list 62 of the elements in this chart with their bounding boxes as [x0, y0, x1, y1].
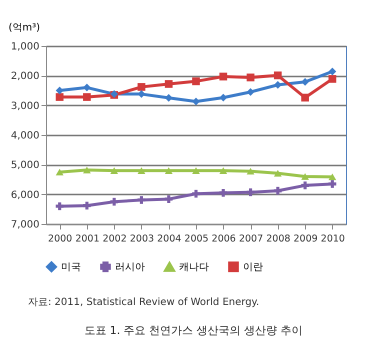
point — [219, 72, 228, 80]
point — [301, 94, 309, 102]
x-tick-label: 2009 — [293, 234, 318, 244]
point — [328, 75, 336, 83]
point — [138, 196, 146, 204]
point — [164, 195, 173, 203]
point — [138, 83, 146, 91]
point — [83, 84, 91, 92]
point — [246, 188, 254, 196]
point — [274, 186, 282, 195]
x-tick-label: 2004 — [157, 234, 182, 244]
point — [301, 173, 309, 180]
point — [56, 168, 64, 176]
y-tick-label: 3,000 — [10, 100, 40, 112]
point — [219, 188, 228, 197]
text: 자료: 2011, Statistical Review of World Energy. — [27, 296, 260, 309]
text: 도표 1. 주요 천연가스 생산국의 생산량 추이 — [83, 323, 304, 338]
x-tick-label: 2002 — [102, 234, 127, 244]
point — [246, 74, 254, 82]
point — [246, 88, 254, 96]
x-tick-label: 2001 — [75, 234, 100, 244]
point — [192, 77, 200, 86]
y-tick-label: 2,000 — [10, 71, 40, 82]
x-tick-label: 2010 — [320, 234, 345, 244]
x-tick-label: 2000 — [48, 234, 72, 244]
x-tick-label: 2007 — [238, 234, 264, 244]
x-tick-label: 2005 — [184, 234, 209, 244]
point — [164, 167, 173, 174]
point — [56, 202, 64, 210]
point — [164, 80, 173, 88]
point — [219, 167, 228, 174]
legend-label: 미국 — [61, 262, 81, 273]
legend-label: 이란 — [243, 262, 263, 273]
point — [301, 182, 309, 190]
point — [192, 98, 200, 106]
point — [110, 167, 118, 174]
y-tick-label: 7,000 — [10, 220, 40, 230]
legend-label: 러시아 — [115, 262, 145, 273]
point — [83, 93, 91, 101]
point — [246, 168, 254, 175]
x-tick-label: 2003 — [130, 234, 154, 244]
point — [301, 78, 309, 86]
x-tick-label: 2008 — [266, 234, 290, 244]
y-tick-label: 6,000 — [10, 190, 40, 201]
y-axis-title: (억m³) — [8, 22, 40, 34]
point — [192, 190, 200, 198]
point — [138, 167, 146, 174]
point — [110, 198, 118, 206]
y-tick-label: 5,000 — [10, 160, 40, 172]
legend-label: 캐나다 — [179, 262, 209, 274]
point — [56, 93, 64, 101]
point — [83, 202, 91, 210]
point — [274, 170, 282, 177]
point — [274, 71, 282, 80]
point — [83, 166, 91, 174]
x-tick-label: 2006 — [212, 234, 236, 244]
point — [328, 180, 336, 188]
y-tick-label: 1,000 — [10, 42, 40, 52]
y-tick-label: 4,000 — [10, 130, 40, 142]
point — [328, 173, 336, 180]
point — [328, 68, 336, 76]
point — [192, 167, 200, 174]
